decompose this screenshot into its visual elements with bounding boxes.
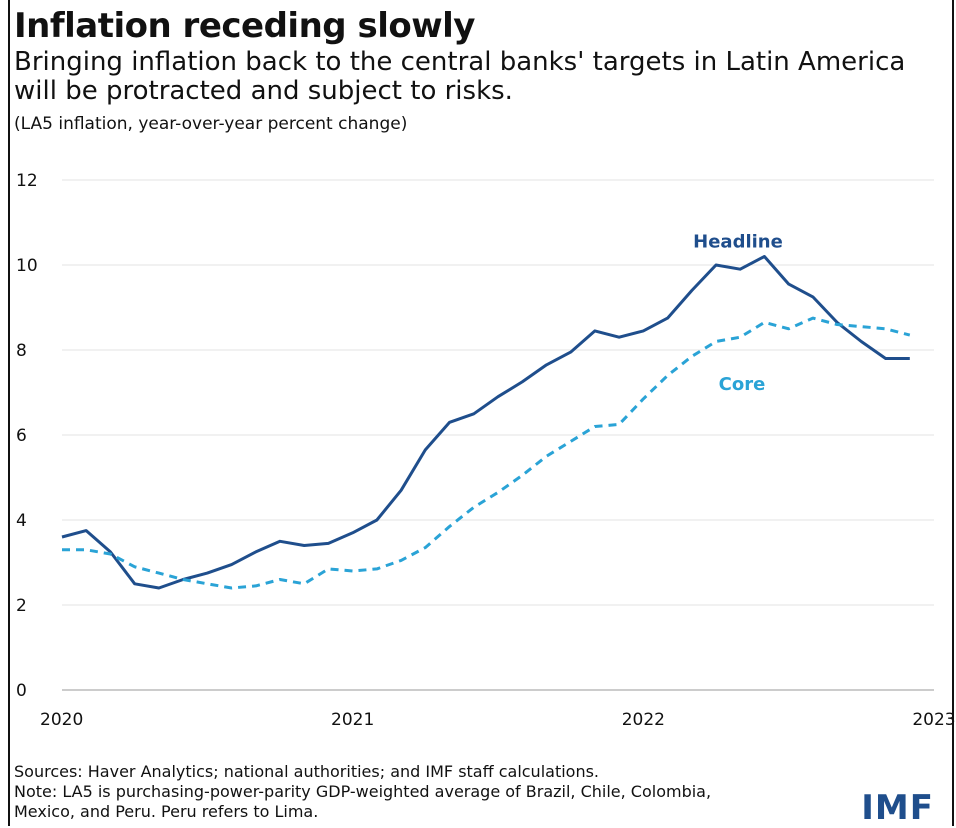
y-tick-label: 4: [16, 511, 27, 531]
x-tick-label: 2020: [40, 710, 83, 730]
series-label-core: Core: [719, 374, 766, 395]
line-chart: 0 2 4 6 8 10 12 2020 2021 2022 2023 Headline Core: [16, 171, 956, 730]
x-tick-label: 2022: [622, 710, 665, 730]
chart-frame: [8, 0, 954, 826]
x-tick-label: 2023: [912, 710, 955, 730]
chart-notes: Sources: Haver Analytics; national autho…: [14, 762, 754, 822]
chart-title: Inflation receding slowly: [14, 6, 475, 46]
y-tick-label: 10: [16, 256, 38, 276]
methodology-note: Note: LA5 is purchasing-power-parity GDP…: [14, 782, 712, 821]
chart-subtitle: Bringing inflation back to the central b…: [14, 47, 906, 106]
series-line-headline: [61, 255, 910, 590]
y-tick-label: 2: [16, 596, 27, 616]
y-tick-label: 6: [16, 426, 27, 446]
y-tick-label: 8: [16, 341, 27, 361]
chart-units: (LA5 inflation, year-over-year percent c…: [14, 114, 408, 134]
series-label-headline: Headline: [693, 232, 783, 253]
y-tick-label: 12: [16, 171, 38, 191]
sources-note: Sources: Haver Analytics; national autho…: [14, 762, 600, 781]
imf-logo: IMF: [861, 788, 934, 828]
x-tick-label: 2021: [331, 710, 374, 730]
y-tick-label: 0: [16, 681, 27, 701]
series-line-core: [62, 316, 911, 590]
